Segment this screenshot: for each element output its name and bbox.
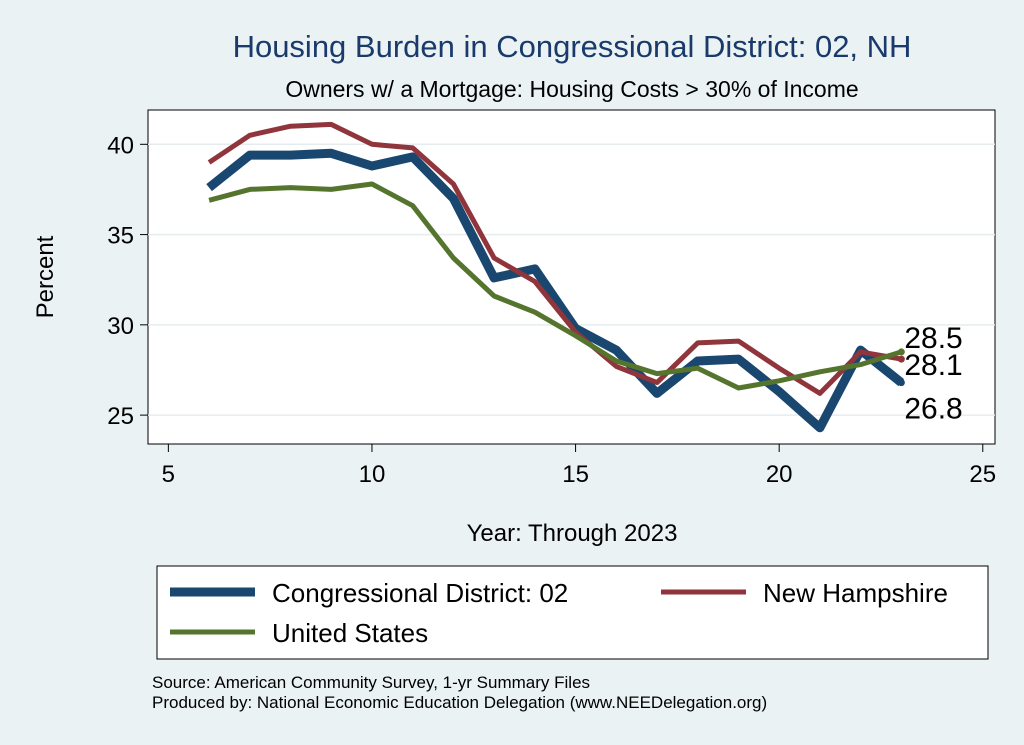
- x-tick-label: 25: [969, 461, 996, 488]
- y-tick-label: 40: [107, 132, 134, 159]
- end-point-united-states: [897, 348, 905, 356]
- y-tick-label: 35: [107, 223, 134, 250]
- grid-lines: [148, 143, 995, 416]
- chart-subtitle: Owners w/ a Mortgage: Housing Costs > 30…: [285, 76, 858, 102]
- y-axis-label: Percent: [32, 235, 59, 318]
- source-note: Source: American Community Survey, 1-yr …: [152, 673, 590, 692]
- end-label-united-states: 28.5: [904, 322, 962, 355]
- x-tick-label: 20: [766, 461, 793, 488]
- legend-label-district: Congressional District: 02: [272, 578, 568, 608]
- x-tick-label: 5: [162, 461, 175, 488]
- series-line-district: [206, 148, 905, 433]
- x-tick-label: 15: [562, 461, 589, 488]
- series-line-new-hampshire: [207, 121, 902, 396]
- end-point-new-hampshire: [897, 355, 905, 363]
- legend: [156, 565, 989, 660]
- end-label-new-hampshire: 28.1: [904, 349, 962, 382]
- plot-area: [147, 109, 996, 445]
- series-line-united-states: [208, 181, 903, 391]
- y-tick-label: 25: [107, 403, 134, 430]
- end-label-district: 26.8: [904, 393, 962, 426]
- producer-note: Produced by: National Economic Education…: [152, 693, 767, 712]
- legend-label-new-hampshire: New Hampshire: [763, 578, 948, 608]
- end-labels: 26.8 28.128.5: [904, 322, 962, 426]
- legend-label-united-states: United States: [272, 618, 428, 648]
- x-tick-label: 10: [359, 461, 386, 488]
- x-axis-ticks: 5 10 15 20 25: [162, 444, 996, 488]
- chart-title: Housing Burden in Congressional District…: [233, 29, 912, 64]
- y-axis-ticks: 25 30 35 40: [107, 132, 148, 430]
- end-point-district: [897, 379, 905, 387]
- x-axis-label: Year: Through 2023: [467, 520, 678, 547]
- series-lines: [206, 121, 905, 433]
- y-tick-label: 30: [107, 313, 134, 340]
